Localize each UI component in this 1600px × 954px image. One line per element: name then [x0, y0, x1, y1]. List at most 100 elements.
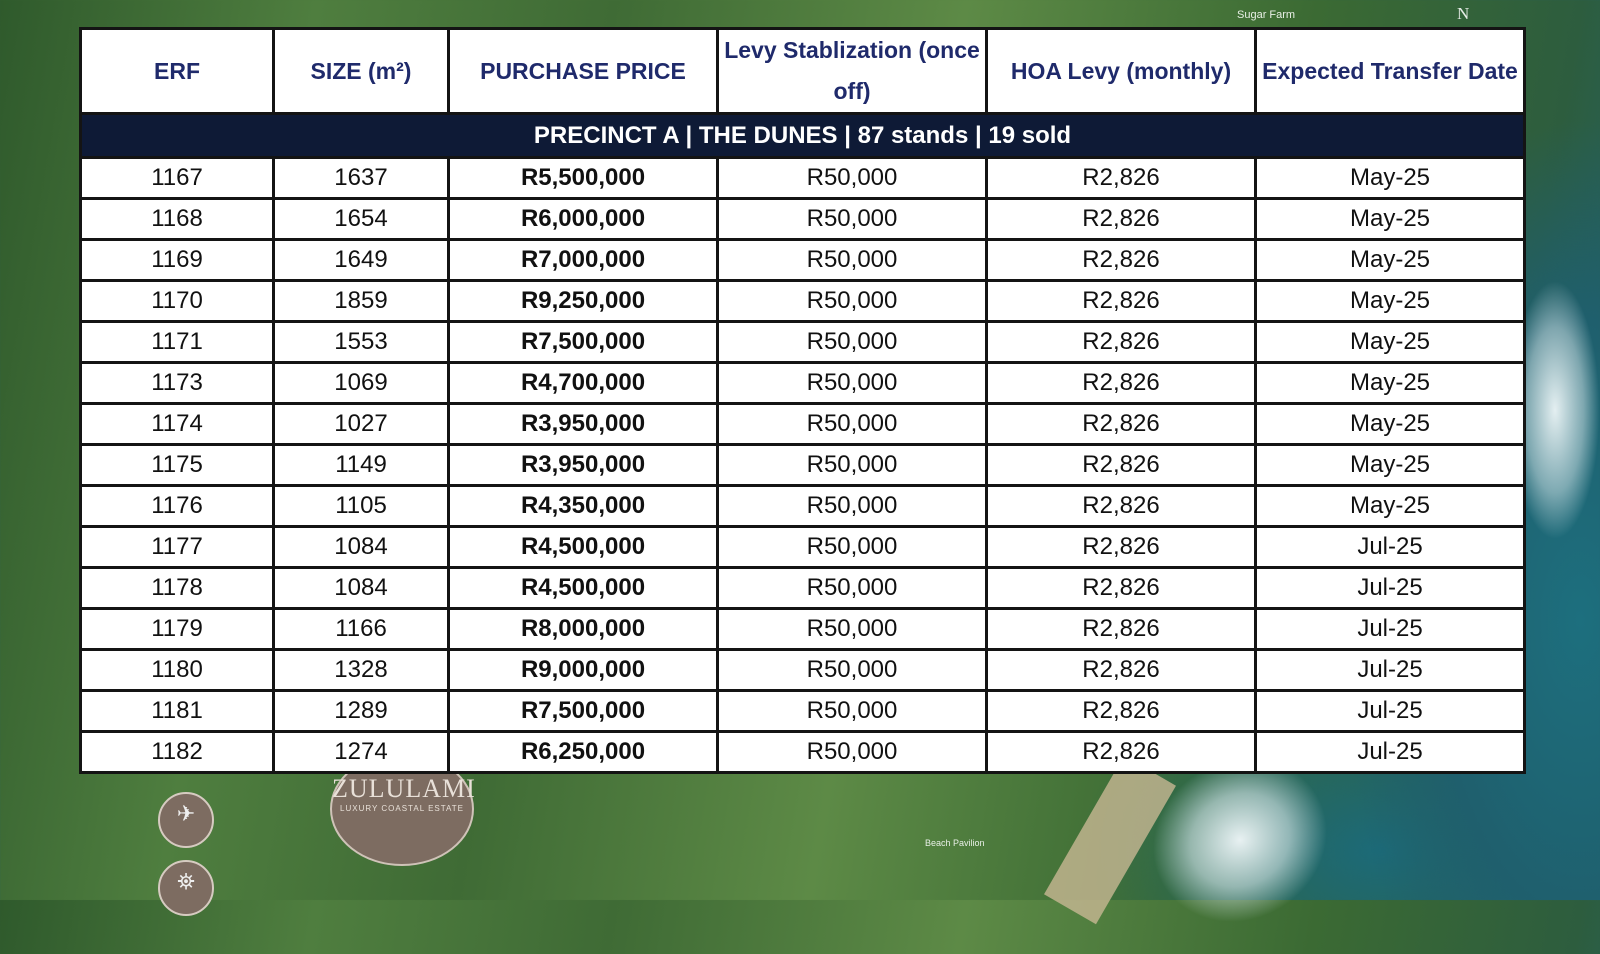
cell-hoa-levy: R2,826 [985, 361, 1257, 405]
table-row: 1169 1649 R7,000,000 R50,000 R2,826 May-25 [79, 238, 1526, 282]
cell-purchase-price: R7,500,000 [447, 320, 719, 364]
cell-size: 1637 [272, 156, 450, 200]
cell-size: 1084 [272, 525, 450, 569]
cell-transfer-date: May-25 [1254, 361, 1526, 405]
section-title: PRECINCT A | THE DUNES | 87 stands | 19 … [79, 112, 1526, 159]
cell-purchase-price: R9,000,000 [447, 648, 719, 692]
cell-erf: 1178 [79, 566, 275, 610]
table-row: 1182 1274 R6,250,000 R50,000 R2,826 Jul-25 [79, 730, 1526, 774]
cell-size: 1027 [272, 402, 450, 446]
cell-erf: 1177 [79, 525, 275, 569]
cell-transfer-date: Jul-25 [1254, 648, 1526, 692]
cell-purchase-price: R6,250,000 [447, 730, 719, 774]
header-purchase-price: PURCHASE PRICE [447, 27, 719, 115]
cell-levy-stabilization: R50,000 [716, 484, 988, 528]
table-row: 1167 1637 R5,500,000 R50,000 R2,826 May-25 [79, 156, 1526, 200]
cell-erf: 1174 [79, 402, 275, 446]
cell-levy-stabilization: R50,000 [716, 443, 988, 487]
cell-transfer-date: Jul-25 [1254, 566, 1526, 610]
table-row: 1173 1069 R4,700,000 R50,000 R2,826 May-25 [79, 361, 1526, 405]
cell-purchase-price: R7,500,000 [447, 689, 719, 733]
cell-erf: 1168 [79, 197, 275, 241]
cell-erf: 1181 [79, 689, 275, 733]
cell-size: 1654 [272, 197, 450, 241]
cell-transfer-date: May-25 [1254, 197, 1526, 241]
section-row: PRECINCT A | THE DUNES | 87 stands | 19 … [79, 112, 1526, 159]
cell-levy-stabilization: R50,000 [716, 402, 988, 446]
cell-purchase-price: R7,000,000 [447, 238, 719, 282]
cell-levy-stabilization: R50,000 [716, 525, 988, 569]
table-row: 1170 1859 R9,250,000 R50,000 R2,826 May-25 [79, 279, 1526, 323]
cell-size: 1105 [272, 484, 450, 528]
table-row: 1176 1105 R4,350,000 R50,000 R2,826 May-25 [79, 484, 1526, 528]
cell-hoa-levy: R2,826 [985, 566, 1257, 610]
cell-purchase-price: R6,000,000 [447, 197, 719, 241]
header-size: SIZE (m²) [272, 27, 450, 115]
cell-transfer-date: May-25 [1254, 402, 1526, 446]
cell-levy-stabilization: R50,000 [716, 648, 988, 692]
cell-erf: 1173 [79, 361, 275, 405]
cell-size: 1289 [272, 689, 450, 733]
cell-transfer-date: May-25 [1254, 279, 1526, 323]
cell-purchase-price: R4,350,000 [447, 484, 719, 528]
cell-size: 1859 [272, 279, 450, 323]
cell-purchase-price: R8,000,000 [447, 607, 719, 651]
cell-purchase-price: R4,500,000 [447, 566, 719, 610]
map-label-sugar-farm: Sugar Farm [1237, 9, 1296, 21]
cell-hoa-levy: R2,826 [985, 238, 1257, 282]
cell-hoa-levy: R2,826 [985, 607, 1257, 651]
cell-size: 1084 [272, 566, 450, 610]
cell-erf: 1179 [79, 607, 275, 651]
cell-hoa-levy: R2,826 [985, 443, 1257, 487]
cell-purchase-price: R3,950,000 [447, 402, 719, 446]
cell-erf: 1180 [79, 648, 275, 692]
cell-purchase-price: R3,950,000 [447, 443, 719, 487]
cell-hoa-levy: R2,826 [985, 525, 1257, 569]
cell-purchase-price: R5,500,000 [447, 156, 719, 200]
cell-transfer-date: May-25 [1254, 238, 1526, 282]
cell-erf: 1182 [79, 730, 275, 774]
cell-hoa-levy: R2,826 [985, 402, 1257, 446]
cell-hoa-levy: R2,826 [985, 320, 1257, 364]
logo-tagline: LUXURY COASTAL ESTATE [340, 804, 464, 813]
table-row: 1174 1027 R3,950,000 R50,000 R2,826 May-25 [79, 402, 1526, 446]
cell-hoa-levy: R2,826 [985, 484, 1257, 528]
cell-size: 1328 [272, 648, 450, 692]
cell-purchase-price: R9,250,000 [447, 279, 719, 323]
cell-levy-stabilization: R50,000 [716, 279, 988, 323]
cell-transfer-date: May-25 [1254, 156, 1526, 200]
table-row: 1177 1084 R4,500,000 R50,000 R2,826 Jul-25 [79, 525, 1526, 569]
cell-levy-stabilization: R50,000 [716, 361, 988, 405]
cell-transfer-date: May-25 [1254, 484, 1526, 528]
table-row: 1180 1328 R9,000,000 R50,000 R2,826 Jul-25 [79, 648, 1526, 692]
cell-purchase-price: R4,500,000 [447, 525, 719, 569]
cell-transfer-date: Jul-25 [1254, 730, 1526, 774]
cell-hoa-levy: R2,826 [985, 648, 1257, 692]
cell-size: 1069 [272, 361, 450, 405]
header-erf: ERF [79, 27, 275, 115]
cell-purchase-price: R4,700,000 [447, 361, 719, 405]
header-row: ERF SIZE (m²) PURCHASE PRICE Levy Stabli… [79, 27, 1526, 115]
cell-levy-stabilization: R50,000 [716, 730, 988, 774]
table-row: 1181 1289 R7,500,000 R50,000 R2,826 Jul-25 [79, 689, 1526, 733]
cell-transfer-date: Jul-25 [1254, 689, 1526, 733]
cell-size: 1274 [272, 730, 450, 774]
table-row: 1168 1654 R6,000,000 R50,000 R2,826 May-25 [79, 197, 1526, 241]
cell-hoa-levy: R2,826 [985, 279, 1257, 323]
cell-hoa-levy: R2,826 [985, 689, 1257, 733]
airplane-icon: ✈ [158, 792, 214, 848]
cell-levy-stabilization: R50,000 [716, 689, 988, 733]
cell-erf: 1175 [79, 443, 275, 487]
north-indicator: N [1457, 4, 1470, 23]
cell-hoa-levy: R2,826 [985, 156, 1257, 200]
header-levy-stabilization: Levy Stablization (once off) [716, 27, 988, 115]
table-row: 1178 1084 R4,500,000 R50,000 R2,826 Jul-25 [79, 566, 1526, 610]
lighthouse-icon: ⛯ [158, 860, 214, 916]
cell-levy-stabilization: R50,000 [716, 156, 988, 200]
cell-erf: 1170 [79, 279, 275, 323]
pricing-table: ERF SIZE (m²) PURCHASE PRICE Levy Stabli… [79, 27, 1526, 774]
cell-transfer-date: Jul-25 [1254, 525, 1526, 569]
cell-transfer-date: May-25 [1254, 320, 1526, 364]
cell-transfer-date: May-25 [1254, 443, 1526, 487]
cell-levy-stabilization: R50,000 [716, 607, 988, 651]
